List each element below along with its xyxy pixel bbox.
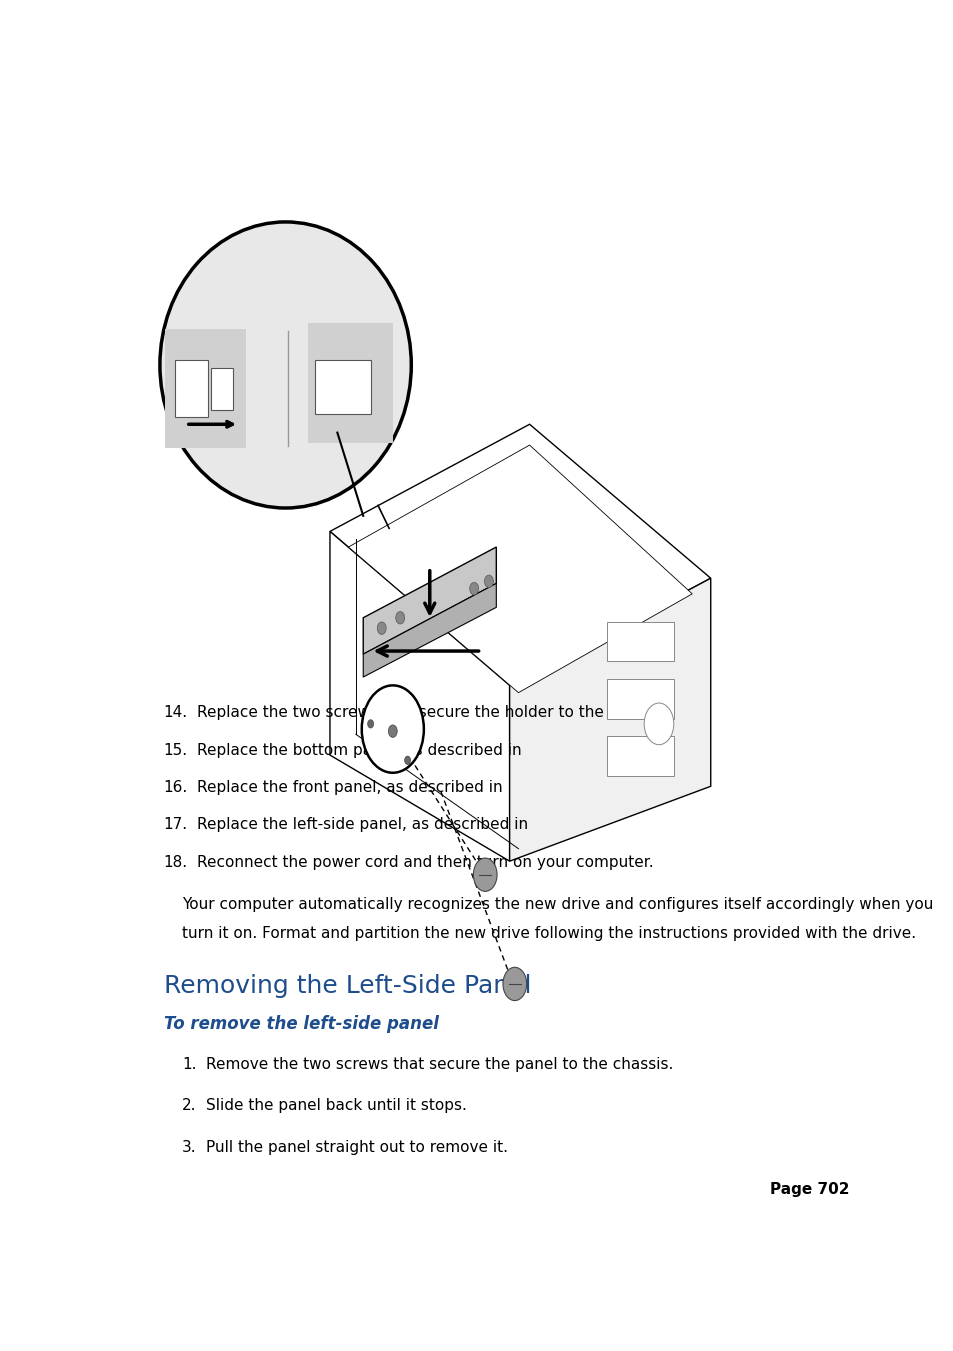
Text: To remove the left-side panel: To remove the left-side panel (164, 1015, 438, 1034)
Text: turn it on. Format and partition the new drive following the instructions provid: turn it on. Format and partition the new… (182, 925, 915, 940)
Circle shape (473, 858, 497, 892)
Circle shape (484, 576, 493, 588)
Circle shape (376, 621, 386, 635)
Text: 3.: 3. (182, 1140, 196, 1155)
Text: 17.: 17. (164, 817, 188, 832)
Polygon shape (330, 531, 509, 861)
Circle shape (388, 725, 396, 738)
Bar (165, 328, 246, 449)
Text: Reconnect the power cord and then turn on your computer.: Reconnect the power cord and then turn o… (196, 855, 653, 870)
Text: 15.: 15. (164, 743, 188, 758)
Circle shape (502, 967, 526, 1001)
Text: 1.: 1. (182, 1056, 196, 1071)
Bar (606, 621, 673, 662)
Ellipse shape (160, 222, 411, 508)
Circle shape (469, 582, 478, 594)
Text: 18.: 18. (164, 855, 188, 870)
Circle shape (395, 612, 404, 624)
Bar (308, 323, 393, 443)
Text: 16.: 16. (164, 780, 188, 794)
Text: Remove the two screws that secure the panel to the chassis.: Remove the two screws that secure the pa… (206, 1056, 673, 1071)
Text: Replace the bottom panel, as described in: Replace the bottom panel, as described i… (196, 743, 526, 758)
Text: 2.: 2. (182, 1098, 196, 1113)
Text: Replace the left-side panel, as described in: Replace the left-side panel, as describe… (196, 817, 533, 832)
Circle shape (643, 703, 673, 744)
Text: Pull the panel straight out to remove it.: Pull the panel straight out to remove it… (206, 1140, 507, 1155)
Polygon shape (363, 584, 496, 677)
Polygon shape (363, 547, 496, 654)
Polygon shape (330, 424, 710, 685)
Text: Slide the panel back until it stops.: Slide the panel back until it stops. (206, 1098, 466, 1113)
Bar (606, 736, 673, 775)
Circle shape (361, 685, 423, 773)
Text: Replace the front panel, as described in: Replace the front panel, as described in (196, 780, 507, 794)
Text: 14.: 14. (164, 705, 188, 720)
Bar (314, 359, 370, 413)
Circle shape (404, 757, 410, 765)
Text: Your computer automatically recognizes the new drive and configures itself accor: Your computer automatically recognizes t… (182, 897, 932, 912)
Text: Replace the two screws that secure the holder to the chassis.: Replace the two screws that secure the h… (196, 705, 669, 720)
Text: Removing the Left-Side Panel: Removing the Left-Side Panel (164, 974, 531, 997)
Bar (606, 680, 673, 719)
Circle shape (367, 720, 374, 728)
Polygon shape (348, 444, 692, 693)
Polygon shape (509, 578, 710, 861)
Bar (174, 359, 208, 417)
Text: Page 702: Page 702 (769, 1182, 848, 1197)
Bar (211, 367, 233, 409)
